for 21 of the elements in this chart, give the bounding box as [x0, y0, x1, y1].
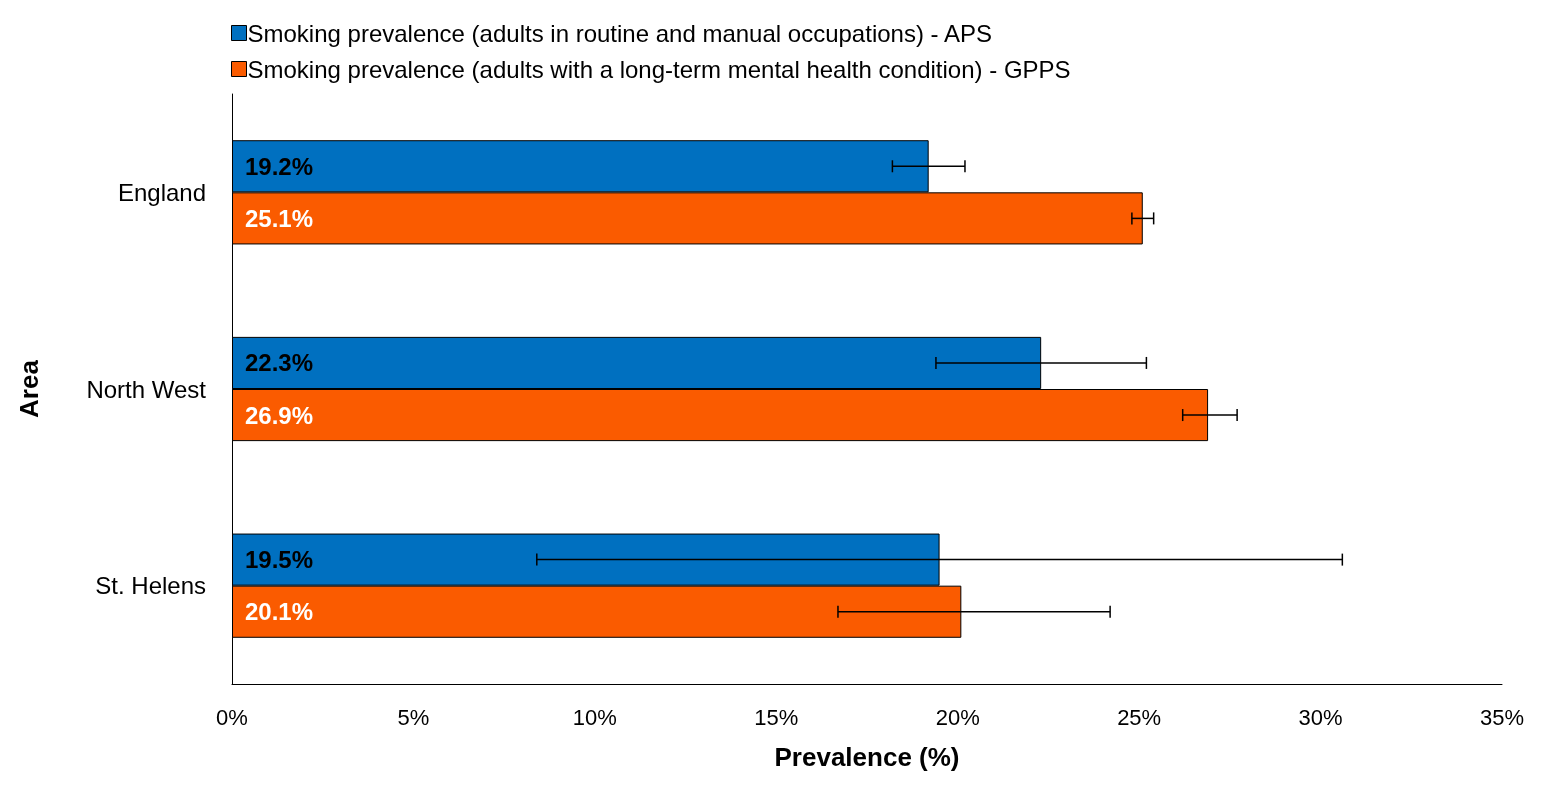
y-tick-label: St. Helens: [95, 572, 206, 600]
y-axis-title: Area: [14, 359, 44, 418]
data-label: 19.2%: [245, 152, 314, 180]
data-label: 19.5%: [245, 546, 314, 574]
data-label: 22.3%: [245, 349, 314, 377]
x-tick-label: 25%: [1117, 704, 1162, 730]
x-tick-label: 35%: [1479, 704, 1525, 730]
x-tick-label: 10%: [572, 704, 617, 730]
x-tick-label: 0%: [216, 704, 248, 730]
legend-label: Smoking prevalence (adults in routine and manual occupations) - APS: [247, 19, 992, 47]
y-tick-label: England: [117, 178, 206, 206]
data-label: 25.1%: [245, 204, 314, 232]
y-tick-label: North West: [86, 375, 207, 403]
x-tick-label: 5%: [397, 704, 430, 730]
x-axis-title: Prevalence (%): [774, 742, 960, 772]
x-tick-label: 30%: [1298, 704, 1343, 730]
x-tick-label: 20%: [935, 704, 980, 730]
legend-label: Smoking prevalence (adults with a long-term mental health condition) - GPPS: [247, 55, 1071, 83]
x-tick-label: 15%: [754, 704, 799, 730]
data-label: 20.1%: [245, 598, 314, 626]
data-label: 26.9%: [245, 401, 314, 429]
